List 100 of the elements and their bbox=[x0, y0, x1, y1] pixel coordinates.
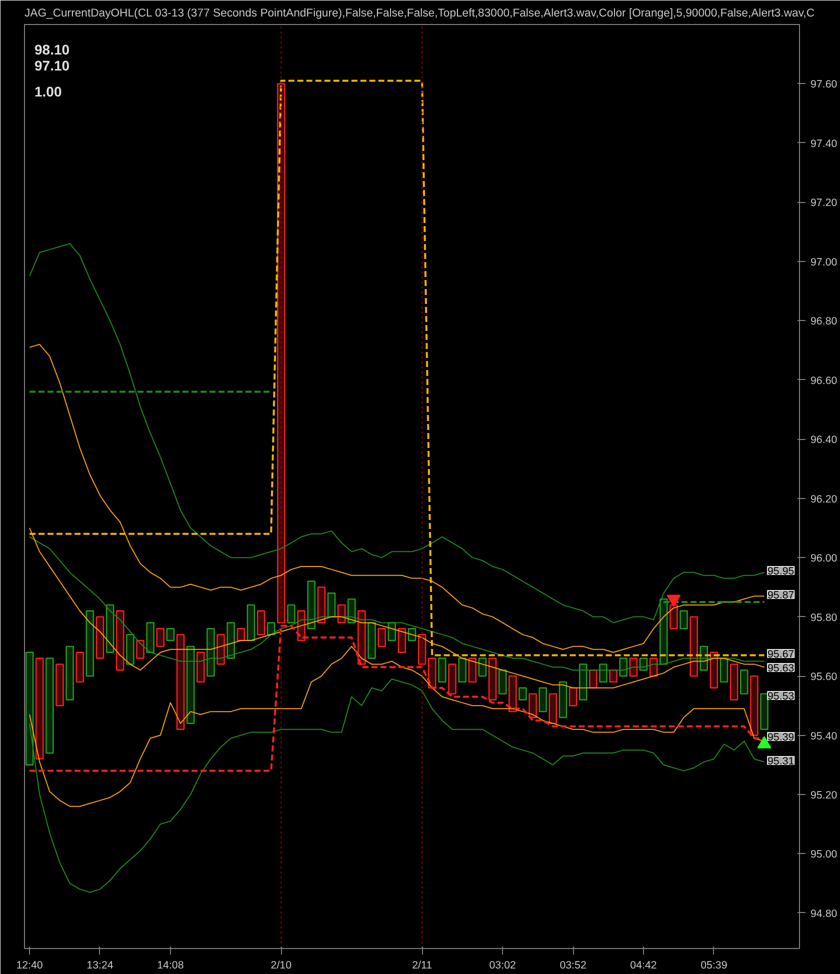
y-tick-label: 94.80 bbox=[810, 908, 838, 920]
x-tick-label: 14:08 bbox=[157, 960, 184, 972]
bar bbox=[428, 658, 436, 688]
bar bbox=[56, 664, 64, 706]
bar bbox=[478, 658, 487, 677]
bar bbox=[116, 610, 124, 671]
bar bbox=[378, 628, 386, 648]
bar bbox=[176, 634, 185, 730]
y-tick-label: 96.80 bbox=[810, 316, 838, 328]
y-tick-label: 97.40 bbox=[810, 138, 838, 150]
bar bbox=[488, 658, 497, 700]
bar bbox=[358, 610, 366, 665]
bar bbox=[740, 670, 748, 694]
x-tick-label: 03:02 bbox=[489, 960, 516, 972]
bar bbox=[458, 658, 466, 683]
bar bbox=[680, 610, 688, 630]
bar bbox=[589, 670, 598, 688]
annotation: 95.39 bbox=[768, 732, 794, 744]
bar bbox=[518, 687, 527, 700]
y-tick-label: 95.00 bbox=[810, 848, 838, 861]
bar bbox=[307, 580, 316, 630]
bar bbox=[639, 658, 648, 671]
bar bbox=[266, 622, 276, 636]
bar bbox=[347, 598, 356, 624]
bar bbox=[568, 687, 578, 706]
bar bbox=[609, 670, 618, 683]
bar bbox=[548, 693, 558, 724]
x-tick-label: 13:24 bbox=[86, 960, 114, 972]
bar bbox=[186, 646, 195, 724]
bar bbox=[327, 592, 336, 618]
x-tick-label: 2/10 bbox=[270, 960, 292, 972]
bar bbox=[156, 628, 164, 648]
bar bbox=[760, 693, 768, 730]
bar bbox=[508, 675, 517, 712]
bar bbox=[86, 610, 94, 677]
bar bbox=[528, 693, 537, 718]
y-tick-label: 95.60 bbox=[810, 671, 838, 684]
y-tick-label: 97.20 bbox=[810, 197, 838, 210]
bar bbox=[166, 628, 175, 642]
bar bbox=[96, 616, 104, 659]
annotation: 95.95 bbox=[768, 566, 794, 578]
y-tick-label: 97.60 bbox=[810, 78, 838, 91]
bar bbox=[337, 604, 346, 624]
x-tick-label: 04:42 bbox=[630, 960, 657, 972]
y-tick-label: 96.60 bbox=[810, 374, 838, 387]
bar bbox=[750, 675, 758, 736]
y-tick-label: 95.80 bbox=[810, 612, 838, 624]
annotation: 1.00 bbox=[34, 84, 62, 100]
y-tick-label: 96.20 bbox=[810, 493, 838, 506]
bar bbox=[599, 664, 608, 683]
line-series bbox=[29, 243, 765, 624]
bar bbox=[106, 604, 114, 653]
bar bbox=[690, 616, 698, 677]
bar bbox=[246, 604, 256, 642]
bar bbox=[287, 604, 296, 624]
line-series bbox=[29, 344, 765, 653]
bar bbox=[66, 646, 74, 700]
bar bbox=[368, 622, 376, 659]
chart-title: JAG_CurrentDayOHL(CL 03-13 (377 Seconds PointAndFigure),False,False,False,TopLeft,83000,False,Alert3.wav,Color [Orange],5,90000,False,Alert3.wav,C bbox=[24, 8, 814, 20]
annotation: 95.63 bbox=[768, 662, 794, 674]
line-series bbox=[29, 536, 765, 671]
bar bbox=[619, 658, 628, 677]
annotation: 97.10 bbox=[34, 58, 70, 74]
bar bbox=[25, 652, 34, 766]
bar bbox=[448, 664, 456, 694]
y-tick-label: 95.40 bbox=[810, 730, 838, 742]
x-tick-label: 05:39 bbox=[700, 960, 728, 972]
bar bbox=[438, 658, 446, 683]
bar bbox=[146, 622, 154, 653]
bar bbox=[256, 610, 266, 636]
y-tick-label: 95.20 bbox=[810, 790, 838, 802]
bar bbox=[538, 687, 547, 712]
bar bbox=[206, 628, 215, 677]
bar bbox=[46, 658, 54, 754]
annotation: 95.31 bbox=[768, 756, 794, 768]
bar bbox=[558, 681, 568, 718]
x-tick-label: 2/11 bbox=[412, 960, 432, 972]
line-series bbox=[29, 678, 765, 893]
bar bbox=[388, 622, 396, 642]
bar bbox=[317, 586, 326, 624]
annotation: 98.10 bbox=[34, 42, 70, 58]
bar bbox=[498, 670, 507, 694]
bar bbox=[398, 628, 406, 653]
y-tick-label: 97.00 bbox=[810, 256, 838, 268]
annotation: 95.67 bbox=[768, 648, 794, 660]
bar bbox=[468, 658, 477, 683]
bar bbox=[136, 640, 144, 659]
bar bbox=[126, 634, 134, 665]
bar bbox=[578, 664, 588, 700]
bar bbox=[196, 652, 205, 683]
bar bbox=[216, 634, 225, 665]
line-series bbox=[29, 527, 765, 688]
bar bbox=[226, 622, 235, 659]
bar bbox=[730, 664, 738, 700]
bar bbox=[76, 652, 84, 683]
x-tick-label: 12:40 bbox=[16, 960, 43, 972]
bar bbox=[720, 658, 728, 683]
annotation: 95.87 bbox=[768, 590, 794, 602]
bar bbox=[418, 634, 426, 665]
bar bbox=[710, 652, 718, 688]
